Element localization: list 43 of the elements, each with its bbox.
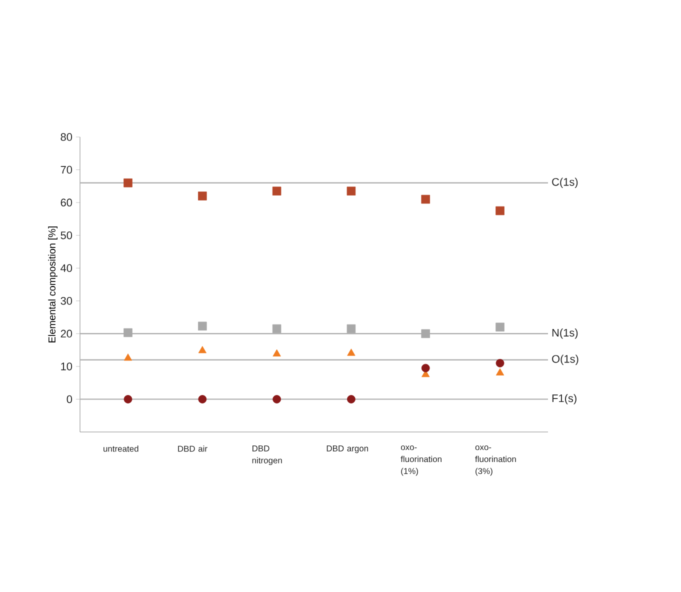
- point: [124, 328, 132, 338]
- x-tick-label: DBD air: [178, 446, 208, 452]
- point: [496, 358, 504, 368]
- y-tick-label: 60: [60, 198, 72, 206]
- y-tick-label: 10: [61, 362, 72, 370]
- point: [346, 324, 356, 334]
- point: [272, 186, 282, 196]
- ref-line-label: C(1s): [552, 178, 578, 188]
- point: [272, 395, 281, 404]
- point: [124, 395, 132, 404]
- point: [124, 354, 132, 361]
- y-tick-label: 70: [60, 166, 72, 174]
- point: [496, 322, 504, 332]
- y-tick-label: 20: [60, 330, 72, 338]
- point: [272, 324, 282, 334]
- point: [421, 364, 430, 372]
- point: [347, 395, 356, 404]
- y-tick-label: 80: [60, 133, 72, 141]
- point: [198, 346, 206, 354]
- y-axis-title: Elemental composition [%]: [48, 226, 58, 342]
- point: [198, 395, 207, 404]
- x-tick-label: DBD argon: [326, 446, 368, 454]
- point: [496, 368, 504, 376]
- x-tick-label: oxo-fluorination (1%): [400, 446, 442, 476]
- point: [272, 349, 281, 356]
- point: [198, 192, 207, 200]
- point: [347, 348, 356, 356]
- point: [421, 194, 430, 204]
- point: [124, 178, 132, 188]
- point: [198, 322, 207, 330]
- y-tick-label: 30: [60, 297, 72, 305]
- ref-line-label: F1(s): [552, 394, 576, 404]
- point: [346, 186, 356, 196]
- point: [496, 206, 504, 216]
- ref-line-label: N(1s): [552, 328, 578, 339]
- x-tick-label: untreated: [104, 446, 138, 452]
- ref-line-label: O(1s): [552, 354, 578, 365]
- y-tick-label: 0: [66, 395, 72, 404]
- y-tick-label: 50: [60, 231, 72, 240]
- x-tick-label: oxo-fluorination (3%): [475, 446, 516, 476]
- x-tick-label: DBD nitrogen: [252, 446, 282, 466]
- y-tick-label: 40: [60, 264, 72, 272]
- point: [421, 329, 430, 338]
